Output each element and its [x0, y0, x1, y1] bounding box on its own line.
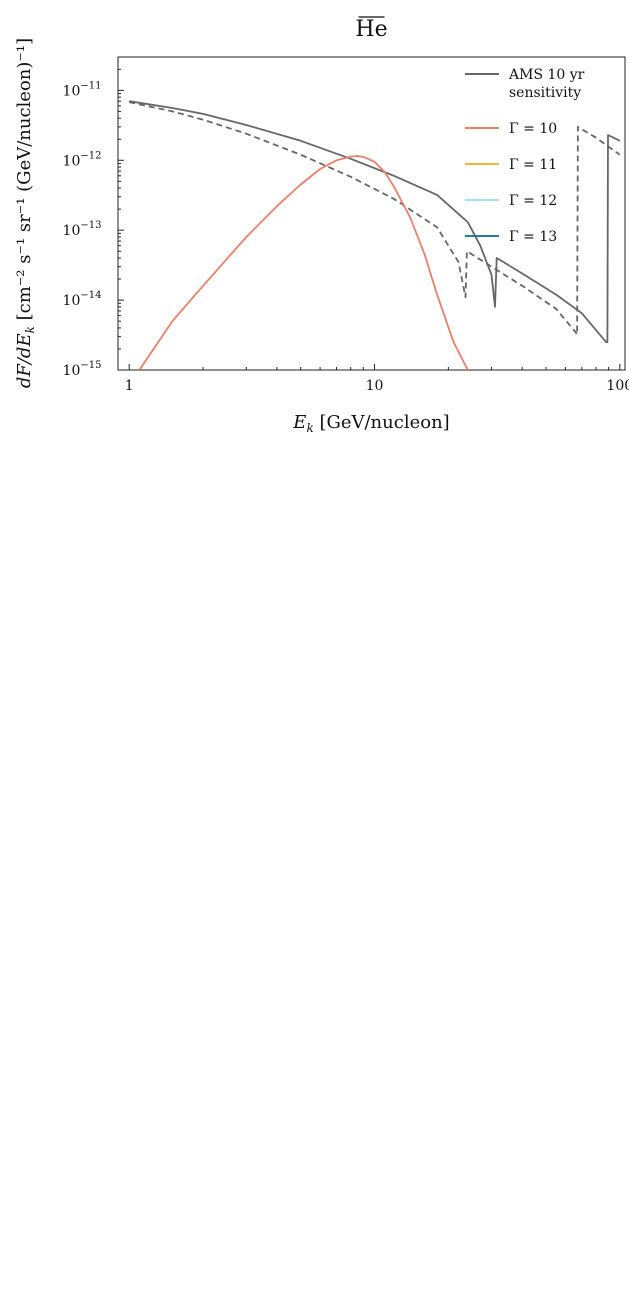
panel-1: 1 10 100 10−15 10−14 10−13 10−12 10−11 He Ek [GeV…	[14, 16, 629, 435]
x-tick-label: 100	[606, 378, 629, 394]
series-group	[129, 100, 621, 370]
y-tick-label: 10−12	[63, 150, 102, 169]
legend-label: Γ = 11	[509, 157, 557, 173]
series-line-1	[129, 100, 621, 344]
x-tick-label: 10	[366, 378, 384, 394]
y-axis-label: dF/dEk [cm⁻² s⁻¹ sr⁻¹ (GeV/nucleon)⁻¹]	[14, 38, 37, 388]
x-axis-label: Ek [GeV/nucleon]	[292, 412, 449, 435]
plot-frame	[117, 56, 626, 371]
legend-label: Γ = 10	[509, 121, 557, 137]
y-tick-label: 10−15	[63, 360, 102, 379]
legend-label: Γ = 12	[509, 193, 557, 209]
svg-text:dF/dEk [cm⁻² s⁻¹ sr⁻¹ (GeV/nu: dF/dEk [cm⁻² s⁻¹ sr⁻¹ (GeV/nucleon)⁻¹]	[14, 38, 37, 388]
legend-label: AMS 10 yr	[508, 67, 585, 83]
legend: AMS 10 yr sensitivity Γ = 10 Γ = 11 Γ = 12 Γ …	[465, 67, 585, 245]
y-tick-label: 10−11	[63, 80, 102, 99]
y-tick-label: 10−13	[63, 220, 102, 239]
x-tick-label: 1	[125, 378, 134, 394]
legend-label: Γ = 13	[509, 229, 557, 245]
series-line-3	[138, 155, 469, 370]
y-tick-label: 10−14	[63, 290, 102, 309]
panel-title: He	[355, 17, 387, 42]
series-line-2	[129, 101, 621, 336]
legend-label-line2: sensitivity	[509, 85, 581, 101]
